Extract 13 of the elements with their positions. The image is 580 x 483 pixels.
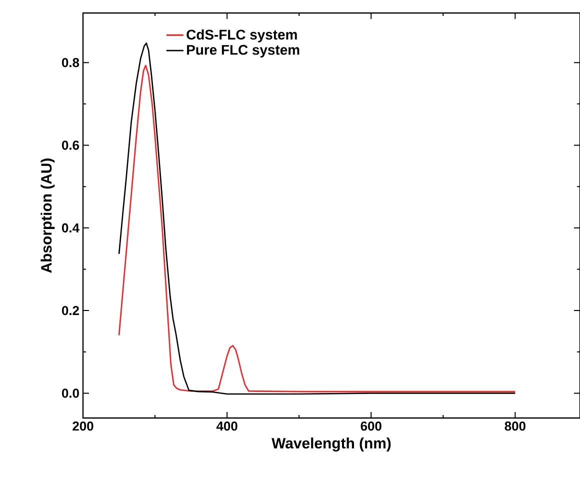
y-tick-label: 0.0 <box>62 388 79 398</box>
y-tick-label: 0.6 <box>62 140 80 150</box>
x-tick-label: 200 <box>72 422 94 431</box>
y-axis-title: Absorption (AU) <box>40 158 55 273</box>
y-tick-label: 0.4 <box>62 223 80 232</box>
x-tick-label: 600 <box>360 422 382 431</box>
y-tick-label: 0.2 <box>62 306 79 316</box>
x-tick-label: 800 <box>504 422 526 431</box>
x-tick-label: 400 <box>216 422 238 431</box>
y-tick-label: 0.8 <box>62 58 80 68</box>
legend-label: Pure FLC system <box>187 44 300 58</box>
legend-label: CdS-FLC system <box>186 29 297 42</box>
x-axis-title: Wavelength (nm) <box>272 438 391 452</box>
